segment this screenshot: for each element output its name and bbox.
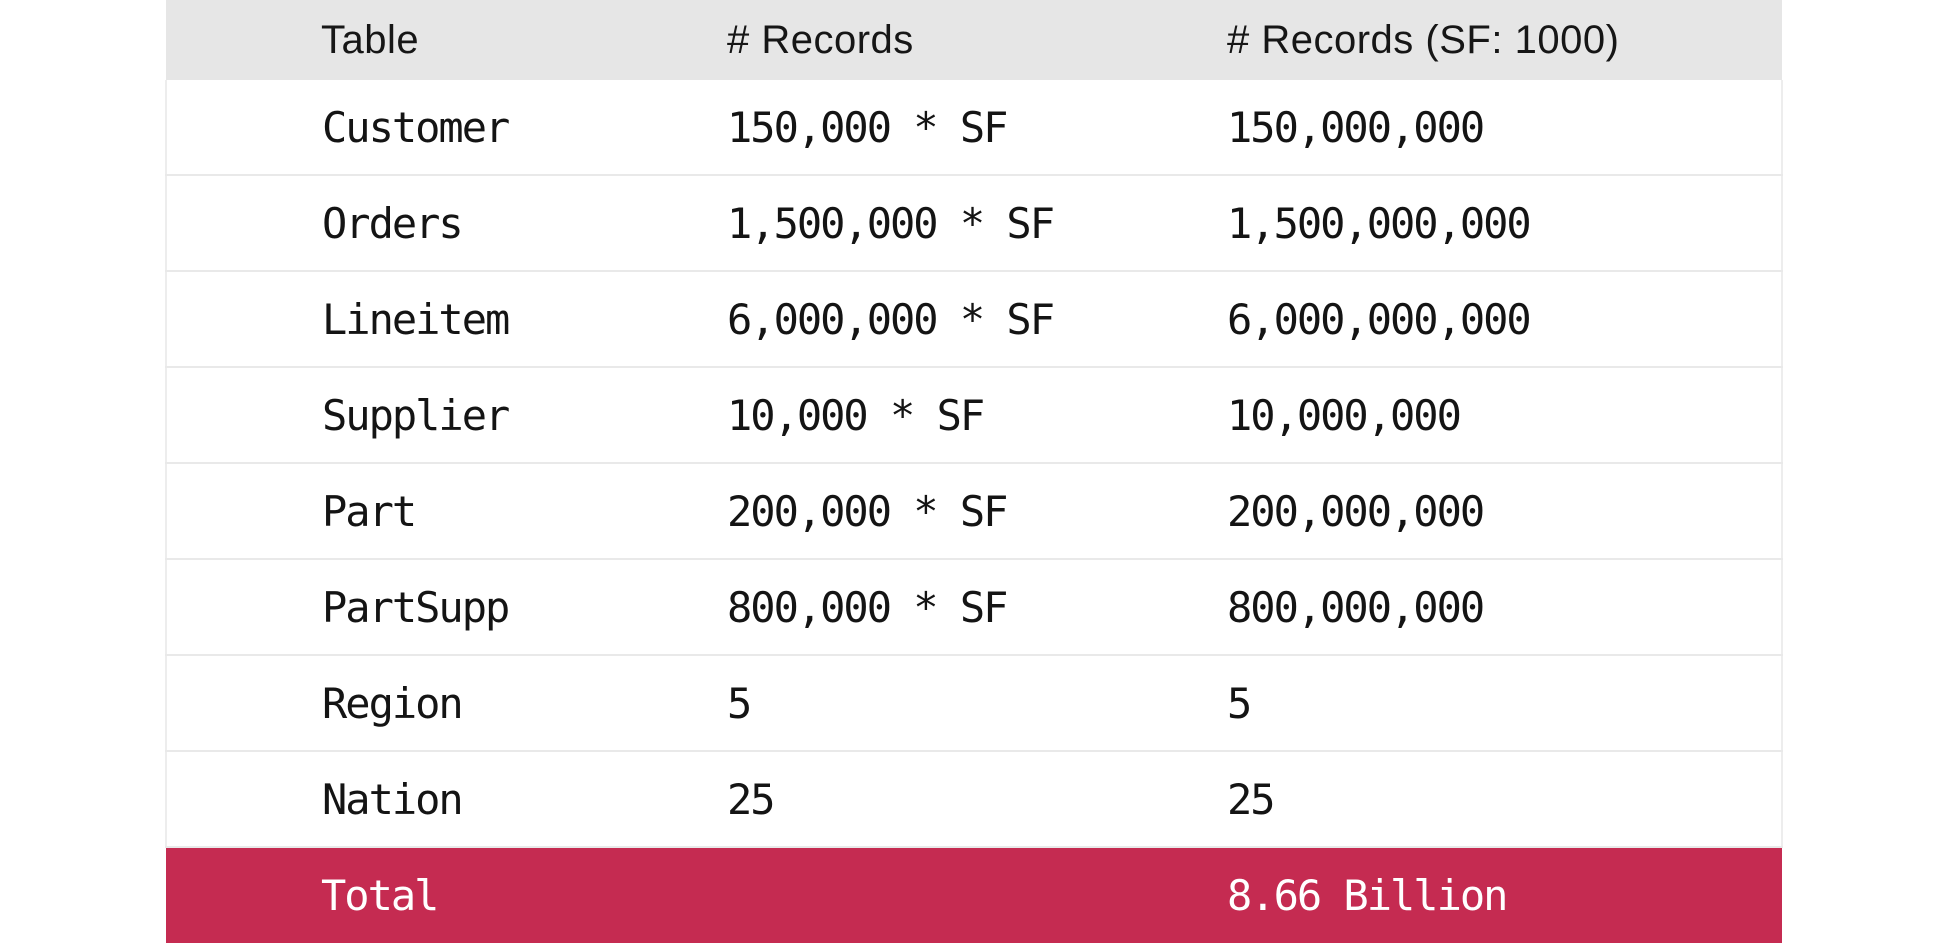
column-header-records-sf1000: # Records (SF: 1000): [1072, 0, 1782, 80]
cell-table-name: Part: [165, 463, 572, 560]
cell-records-sf1000: 150,000,000: [1072, 80, 1783, 176]
table-row-part: Part 200,000 * SF 200,000,000: [165, 463, 1783, 560]
cell-table-name: Region: [165, 655, 572, 752]
column-header-table: Table: [166, 0, 572, 80]
column-header-records: # Records: [572, 0, 1072, 80]
header-row: Table # Records # Records (SF: 1000): [166, 0, 1782, 80]
cell-records-formula: 25: [572, 751, 1072, 848]
cell-records-formula: 800,000 * SF: [572, 559, 1072, 656]
cell-table-name: PartSupp: [165, 559, 572, 656]
cell-table-name: Supplier: [165, 367, 572, 464]
table-row-region: Region 5 5: [165, 655, 1783, 752]
cell-records-sf1000: 10,000,000: [1072, 367, 1783, 464]
table-row-supplier: Supplier 10,000 * SF 10,000,000: [165, 367, 1783, 464]
cell-table-name: Orders: [165, 175, 572, 272]
tpch-record-counts-table: Table # Records # Records (SF: 1000) Cus…: [165, 0, 1783, 943]
cell-total-records: [572, 847, 1072, 943]
cell-records-formula: 150,000 * SF: [572, 80, 1072, 176]
cell-records-sf1000: 5: [1072, 655, 1783, 752]
total-row: Total 8.66 Billion: [166, 847, 1782, 943]
table-row-nation: Nation 25 25: [165, 751, 1783, 848]
cell-total-records-sf1000: 8.66 Billion: [1072, 847, 1782, 943]
cell-table-name: Nation: [165, 751, 572, 848]
table-row-orders: Orders 1,500,000 * SF 1,500,000,000: [165, 175, 1783, 272]
cell-table-name: Customer: [165, 80, 572, 176]
cell-records-sf1000: 200,000,000: [1072, 463, 1783, 560]
cell-records-sf1000: 25: [1072, 751, 1783, 848]
cell-table-name: Lineitem: [165, 271, 572, 368]
table-row-partsupp: PartSupp 800,000 * SF 800,000,000: [165, 559, 1783, 656]
cell-records-formula: 6,000,000 * SF: [572, 271, 1072, 368]
cell-records-formula: 1,500,000 * SF: [572, 175, 1072, 272]
cell-records-sf1000: 1,500,000,000: [1072, 175, 1783, 272]
cell-records-formula: 10,000 * SF: [572, 367, 1072, 464]
cell-total-label: Total: [166, 847, 572, 943]
cell-records-sf1000: 800,000,000: [1072, 559, 1783, 656]
cell-records-sf1000: 6,000,000,000: [1072, 271, 1783, 368]
table-row-lineitem: Lineitem 6,000,000 * SF 6,000,000,000: [165, 271, 1783, 368]
table-row-customer: Customer 150,000 * SF 150,000,000: [165, 80, 1783, 176]
cell-records-formula: 5: [572, 655, 1072, 752]
cell-records-formula: 200,000 * SF: [572, 463, 1072, 560]
